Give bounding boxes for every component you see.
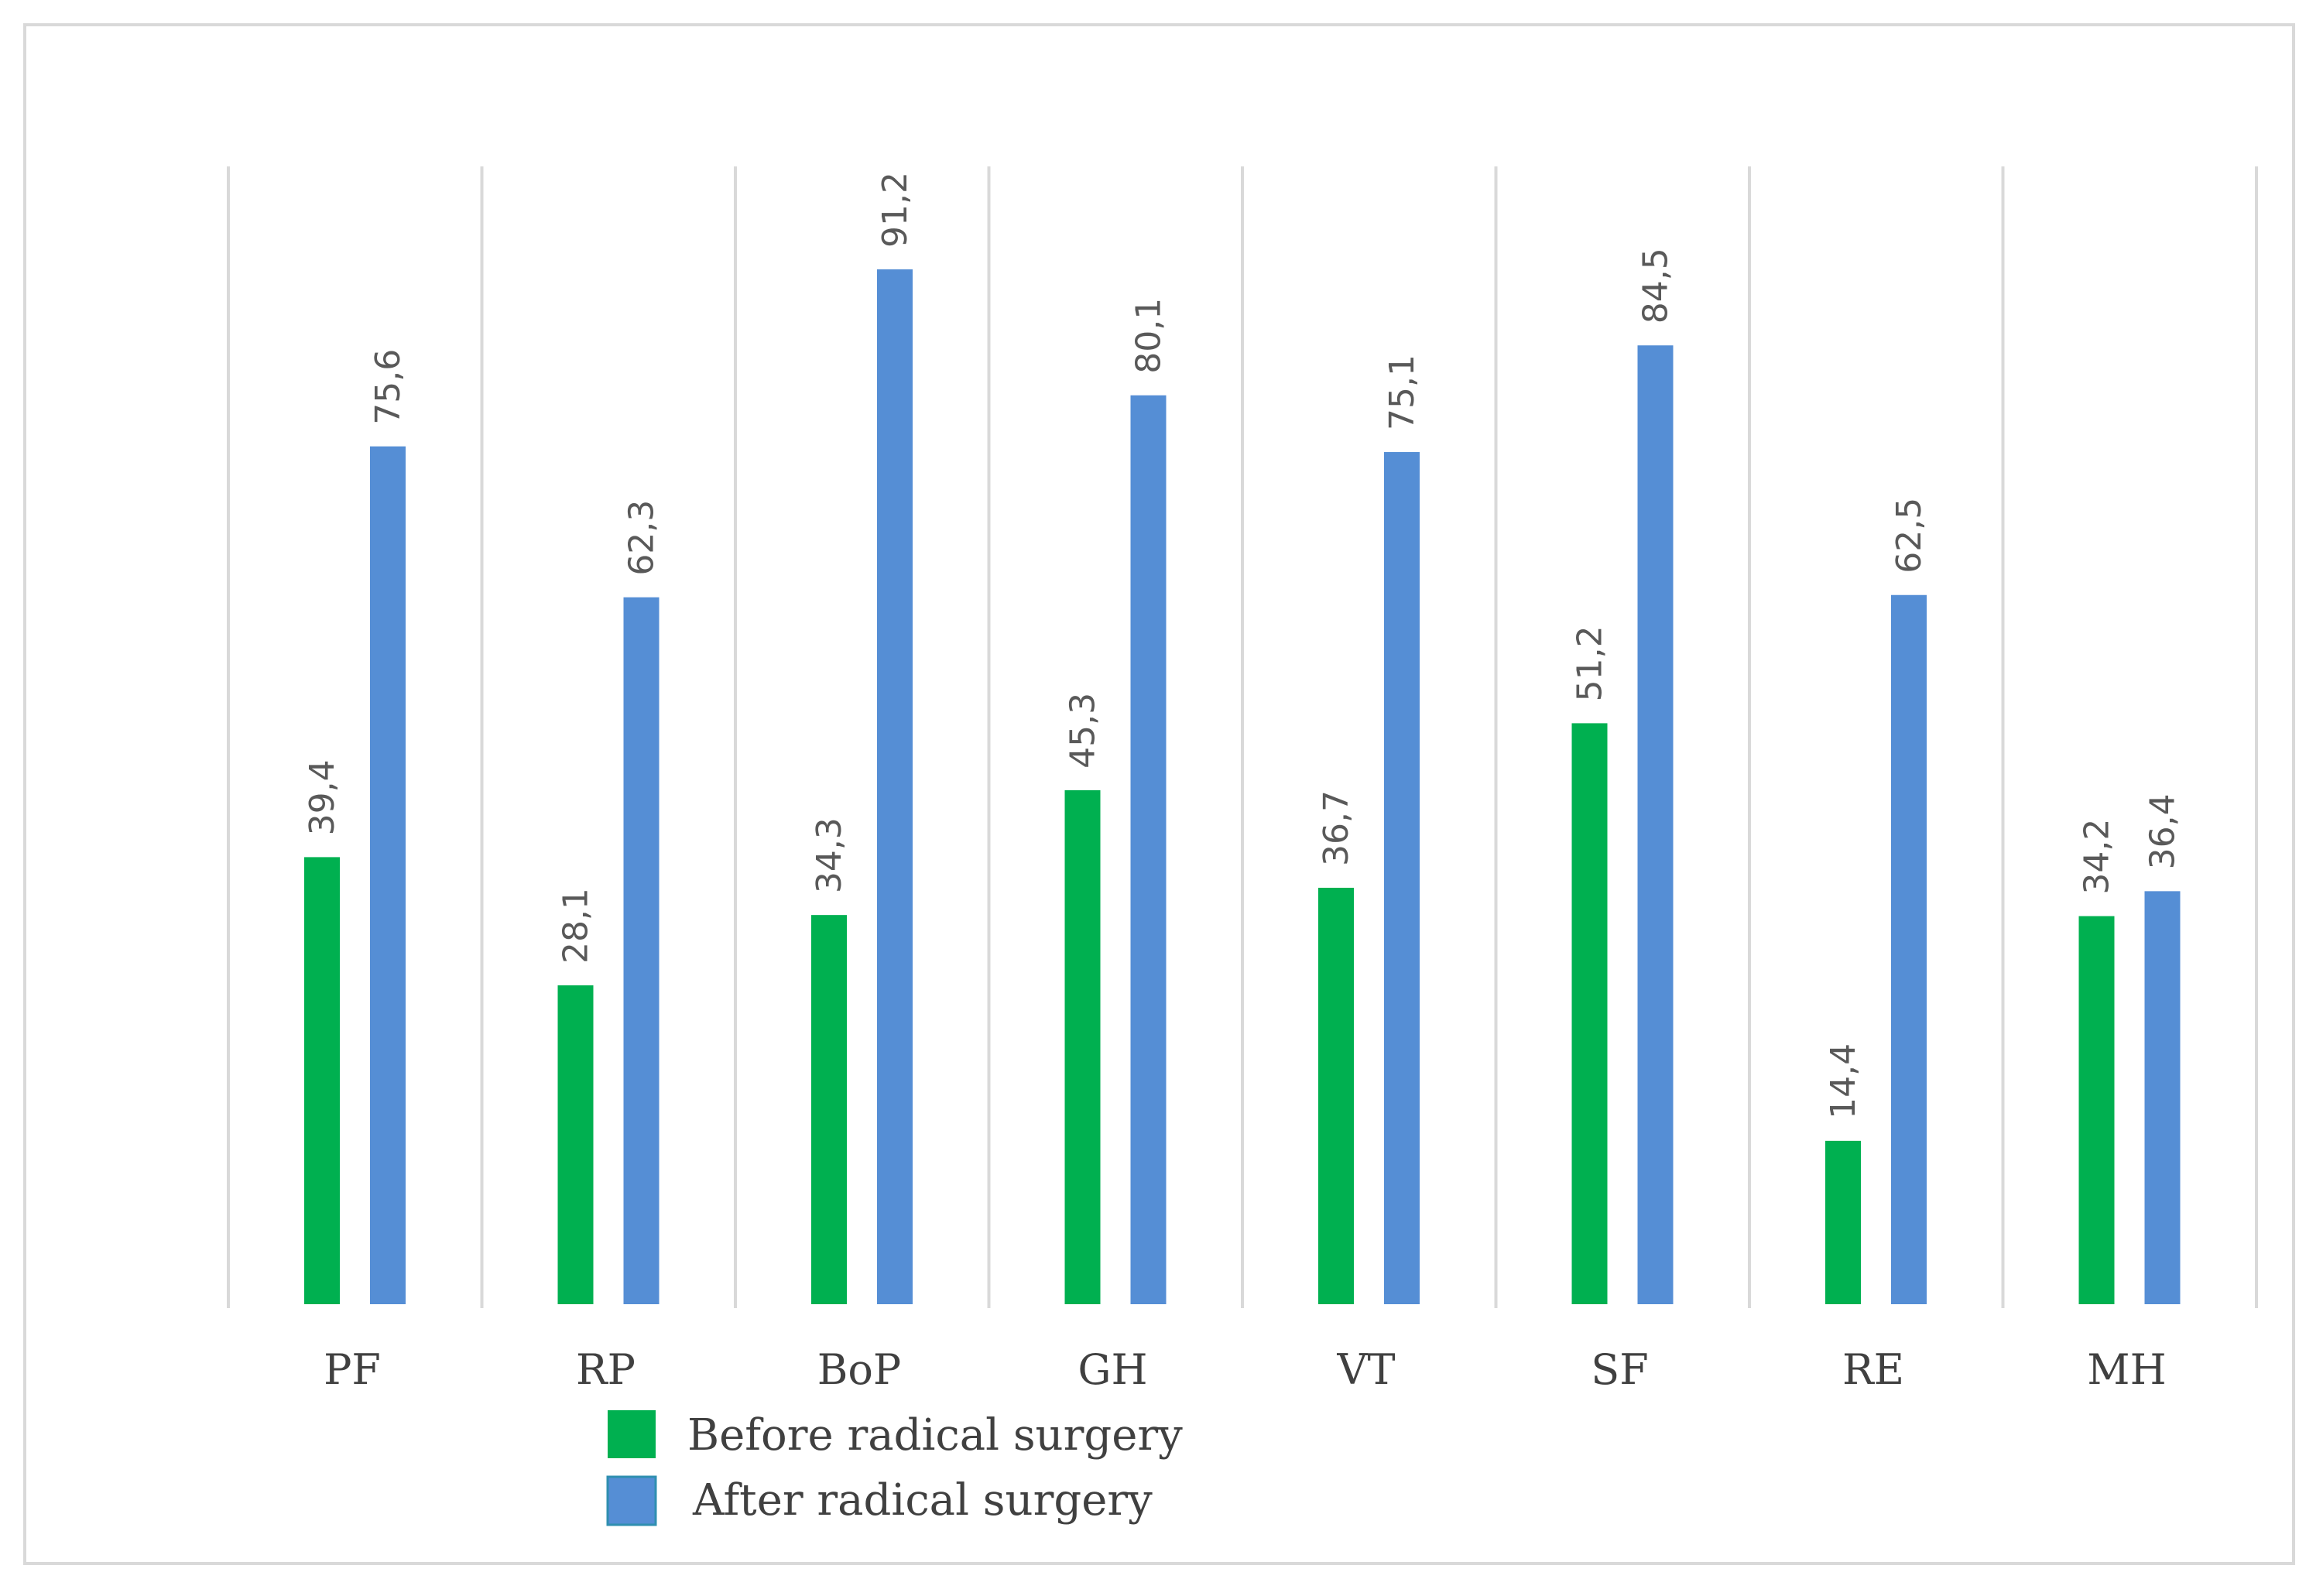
legend-label-before: Before radical surgery bbox=[687, 1410, 1183, 1461]
bar-before-bop bbox=[811, 915, 847, 1304]
bar-after-pf bbox=[370, 446, 406, 1304]
data-label: 80,1 bbox=[1129, 298, 1169, 374]
bar-before-re bbox=[1825, 1140, 1861, 1304]
data-label: 45,3 bbox=[1064, 693, 1103, 769]
data-label: 34,3 bbox=[810, 817, 849, 893]
legend-swatch-before bbox=[608, 1410, 656, 1458]
data-label: 62,5 bbox=[1890, 498, 1929, 574]
data-label: 75,6 bbox=[368, 349, 408, 425]
bar-before-mh bbox=[2078, 916, 2115, 1304]
bar-before-rp bbox=[557, 985, 594, 1304]
category-label: RE bbox=[1842, 1345, 1904, 1394]
data-label: 84,5 bbox=[1636, 248, 1676, 324]
bar-after-re bbox=[1891, 594, 1927, 1304]
data-label: 36,4 bbox=[2143, 793, 2183, 869]
legend-label-after: After radical surgery bbox=[692, 1475, 1153, 1526]
bar-after-gh bbox=[1130, 395, 1167, 1304]
category-label: VT bbox=[1336, 1345, 1395, 1394]
bar-after-rp bbox=[623, 597, 660, 1304]
bar-after-mh bbox=[2144, 891, 2181, 1304]
bar-after-bop bbox=[877, 269, 913, 1304]
category-label: SF bbox=[1591, 1345, 1648, 1394]
data-label: 34,2 bbox=[2078, 819, 2117, 895]
bar-after-vt bbox=[1384, 452, 1420, 1305]
category-label: MH bbox=[2087, 1345, 2166, 1394]
data-label: 36,7 bbox=[1317, 790, 1356, 866]
bar-before-sf bbox=[1571, 723, 1608, 1304]
category-label: PF bbox=[324, 1345, 381, 1394]
data-label: 62,3 bbox=[622, 500, 662, 576]
category-label: BoP bbox=[817, 1345, 902, 1394]
data-label: 75,1 bbox=[1382, 354, 1422, 430]
bar-before-vt bbox=[1318, 887, 1354, 1304]
legend: Before radical surgery After radical surg… bbox=[606, 1410, 1183, 1526]
category-label: GH bbox=[1078, 1345, 1147, 1394]
legend-swatch-after bbox=[606, 1475, 657, 1526]
data-label: 91,2 bbox=[875, 172, 915, 248]
bar-before-pf bbox=[304, 857, 340, 1304]
data-label: 28,1 bbox=[557, 888, 596, 964]
category-label: RP bbox=[576, 1345, 636, 1394]
bar-before-gh bbox=[1064, 789, 1101, 1304]
data-label: 39,4 bbox=[303, 759, 342, 835]
data-label: 51,2 bbox=[1571, 625, 1610, 701]
bar-after-sf bbox=[1637, 345, 1674, 1305]
data-label: 14,4 bbox=[1824, 1043, 1863, 1119]
